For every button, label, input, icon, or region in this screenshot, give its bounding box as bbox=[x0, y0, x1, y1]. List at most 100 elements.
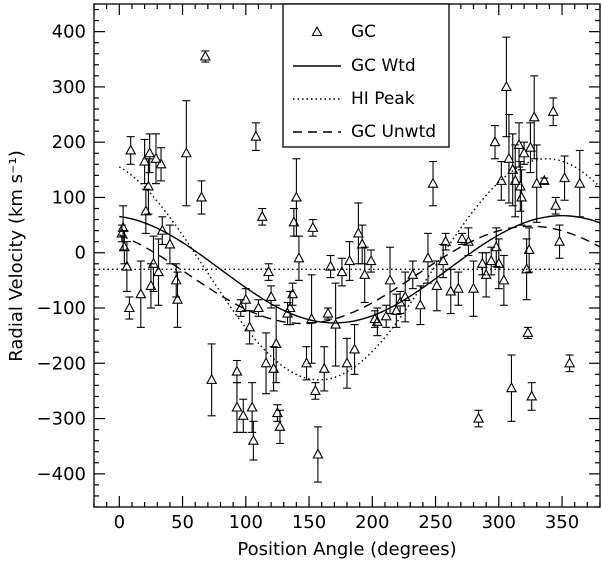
triangle-marker bbox=[467, 282, 480, 293]
y-tick-label: 300 bbox=[52, 77, 86, 98]
gc-data-point bbox=[288, 207, 300, 237]
triangle-marker bbox=[503, 152, 515, 163]
gc-data-point bbox=[414, 285, 426, 326]
gc-data-point bbox=[322, 307, 334, 320]
triangle-marker bbox=[498, 274, 510, 285]
triangle-marker bbox=[547, 105, 559, 116]
gc-data-point bbox=[231, 359, 243, 384]
gc-data-point bbox=[523, 227, 535, 273]
triangle-marker bbox=[145, 279, 157, 290]
gc-data-point bbox=[452, 271, 464, 306]
gc-data-point bbox=[145, 263, 157, 309]
triangle-marker bbox=[437, 254, 449, 266]
triangle-marker bbox=[371, 315, 383, 326]
gc-data-point bbox=[422, 232, 434, 284]
triangle-marker bbox=[476, 257, 488, 268]
triangle-marker bbox=[318, 362, 330, 373]
gc-data-point bbox=[121, 241, 133, 292]
triangle-marker bbox=[516, 191, 528, 202]
triangle-marker bbox=[493, 257, 505, 268]
gc-data-point bbox=[359, 246, 371, 304]
triangle-marker bbox=[359, 268, 371, 279]
x-tick-label: 200 bbox=[355, 512, 389, 533]
gc-data-point bbox=[498, 254, 510, 306]
gc-data-point bbox=[307, 219, 319, 237]
triangle-marker bbox=[287, 288, 299, 299]
gc-data-point bbox=[147, 235, 159, 292]
triangle-marker bbox=[274, 420, 286, 431]
triangle-marker bbox=[559, 171, 571, 183]
triangle-marker bbox=[349, 343, 361, 354]
triangle-marker bbox=[330, 318, 342, 329]
gc-data-point bbox=[265, 285, 277, 309]
triangle-marker bbox=[150, 152, 162, 163]
triangle-marker bbox=[142, 180, 154, 191]
triangle-marker bbox=[170, 274, 182, 285]
gc-data-point bbox=[206, 343, 218, 417]
triangle-marker bbox=[344, 254, 356, 266]
x-tick-label: 250 bbox=[418, 512, 452, 533]
gc-data-point bbox=[271, 404, 283, 422]
triangle-marker bbox=[271, 406, 283, 418]
triangle-marker bbox=[522, 326, 534, 337]
gc-data-point bbox=[306, 274, 318, 364]
triangle-marker bbox=[524, 141, 536, 152]
gc-data-point bbox=[155, 147, 167, 182]
triangle-marker bbox=[526, 390, 538, 401]
gc-data-point bbox=[325, 254, 337, 279]
gc-data-point bbox=[318, 346, 330, 392]
gc-data-point bbox=[518, 141, 530, 165]
triangle-marker bbox=[553, 235, 566, 246]
gc-data-point bbox=[495, 160, 507, 201]
gc-data-point bbox=[237, 398, 249, 433]
gc-data-point bbox=[312, 426, 324, 483]
legend-label: GC bbox=[351, 22, 376, 42]
gc-data-point bbox=[150, 133, 162, 185]
gc-data-point bbox=[235, 299, 247, 317]
triangle-marker bbox=[180, 147, 192, 158]
gc-data-point bbox=[252, 299, 264, 317]
triangle-marker bbox=[250, 130, 262, 141]
gc-data-point bbox=[365, 249, 377, 273]
triangle-marker bbox=[144, 147, 156, 158]
gc-data-point bbox=[180, 100, 192, 207]
triangle-marker bbox=[550, 199, 562, 210]
gc-data-point bbox=[199, 50, 211, 63]
y-tick-label: 100 bbox=[52, 187, 86, 208]
triangle-marker bbox=[244, 321, 256, 332]
data-points-layer bbox=[116, 36, 586, 483]
gc-data-point bbox=[144, 133, 156, 174]
triangle-marker bbox=[480, 268, 492, 279]
triangle-marker bbox=[196, 191, 208, 202]
gc-data-point bbox=[531, 144, 543, 223]
triangle-marker bbox=[231, 401, 243, 412]
triangle-marker bbox=[164, 238, 176, 249]
triangle-marker bbox=[246, 401, 258, 412]
gc-data-point bbox=[300, 346, 313, 381]
gc-data-point bbox=[152, 238, 165, 306]
triangle-marker bbox=[117, 221, 129, 232]
gc-data-point bbox=[156, 216, 168, 245]
x-tick-label: 100 bbox=[229, 512, 263, 533]
triangle-marker bbox=[341, 357, 353, 368]
legend-label: GC Unwtd bbox=[351, 122, 436, 142]
gc-data-point bbox=[125, 136, 137, 165]
model-curve bbox=[119, 225, 600, 325]
triangle-marker bbox=[265, 290, 277, 302]
gc-data-point bbox=[356, 224, 368, 265]
triangle-marker bbox=[256, 210, 268, 221]
gc-data-point bbox=[371, 307, 383, 337]
gc-data-point bbox=[473, 409, 485, 428]
triangle-marker bbox=[231, 365, 243, 376]
gc-data-point bbox=[407, 260, 419, 290]
triangle-marker bbox=[485, 254, 497, 266]
gc-data-point bbox=[503, 113, 515, 204]
gc-data-point bbox=[431, 260, 443, 312]
gc-data-point bbox=[528, 75, 540, 160]
triangle-marker bbox=[206, 373, 218, 384]
triangle-marker bbox=[135, 288, 147, 299]
gc-data-point bbox=[309, 382, 321, 400]
triangle-marker bbox=[574, 177, 586, 188]
x-tick-label: 0 bbox=[114, 512, 125, 533]
